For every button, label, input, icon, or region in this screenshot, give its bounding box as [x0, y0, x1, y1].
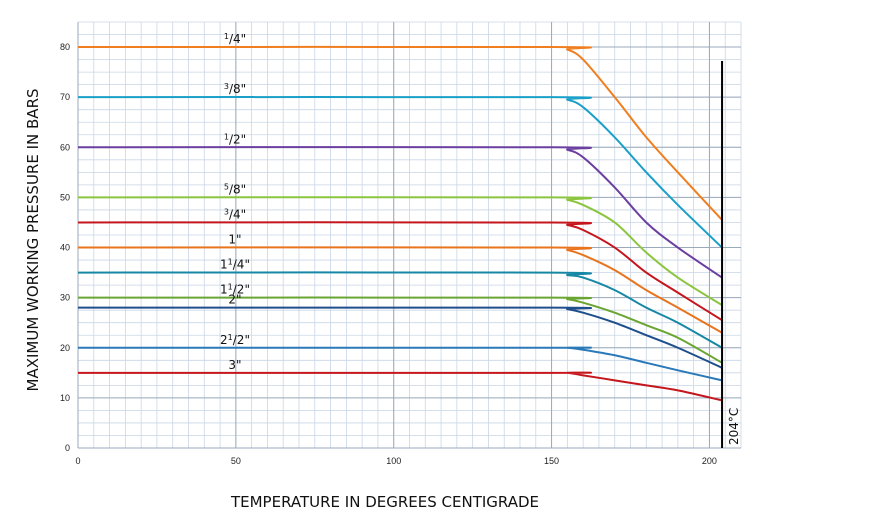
- series-label-4: 3/4": [224, 207, 246, 221]
- series-label-3: 5/8": [224, 182, 246, 196]
- series-line-1: [77, 95, 723, 249]
- x-tick-labels: 0 50 100 150 200: [75, 456, 716, 466]
- series-line-7: [77, 296, 723, 364]
- series-line-3: [77, 196, 723, 307]
- temperature-limit-marker: 204°C: [721, 61, 741, 448]
- x-tick-label: 100: [386, 456, 401, 466]
- y-tick-label: 30: [60, 293, 70, 303]
- series-line-9: [78, 346, 723, 382]
- series-label-9: 21/2": [220, 333, 250, 347]
- x-tick-label: 0: [75, 456, 80, 466]
- x-tick-label: 150: [544, 456, 559, 466]
- y-tick-label: 20: [60, 343, 70, 353]
- series-label-10: 3": [228, 358, 241, 372]
- series-line-0: [77, 45, 723, 221]
- series-line-6: [77, 271, 723, 349]
- series-label-6: 11/4": [220, 258, 250, 272]
- series-labels: 1/4" 3/8" 1/2" 5/8" 3/4" 1" 11/4" 11/2"2" 21/2" 3…: [220, 32, 250, 372]
- series-line-2: [77, 146, 723, 279]
- series-label-8: 2": [228, 293, 241, 307]
- y-tick-labels: 0 10 20 30 40 50 60 70 80: [60, 42, 70, 453]
- y-tick-label: 10: [60, 393, 70, 403]
- y-axis-title: MAXIMUM WORKING PRESSURE IN BARS: [24, 88, 42, 391]
- series-line-8: [77, 306, 723, 369]
- y-tick-label: 50: [60, 192, 70, 202]
- series-lines: [77, 45, 723, 402]
- temperature-limit-label: 204°C: [727, 408, 741, 445]
- grid-minor: [77, 21, 742, 449]
- y-tick-label: 0: [65, 443, 70, 453]
- y-tick-label: 60: [60, 142, 70, 152]
- series-line-4: [77, 221, 723, 322]
- y-tick-label: 80: [60, 42, 70, 52]
- x-tick-label: 200: [702, 456, 717, 466]
- series-label-7: 11/2": [220, 283, 250, 297]
- series-label-0: 1/4": [224, 32, 246, 46]
- series-label-2: 1/2": [224, 132, 246, 146]
- series-line-10: [78, 371, 723, 402]
- series-label-5: 1": [228, 233, 241, 247]
- x-axis-title: TEMPERATURE IN DEGREES CENTIGRADE: [230, 493, 539, 511]
- y-tick-label: 70: [60, 92, 70, 102]
- y-tick-label: 40: [60, 243, 70, 253]
- series-label-1: 3/8": [224, 82, 246, 96]
- x-tick-label: 50: [231, 456, 241, 466]
- series-line-5: [77, 246, 723, 334]
